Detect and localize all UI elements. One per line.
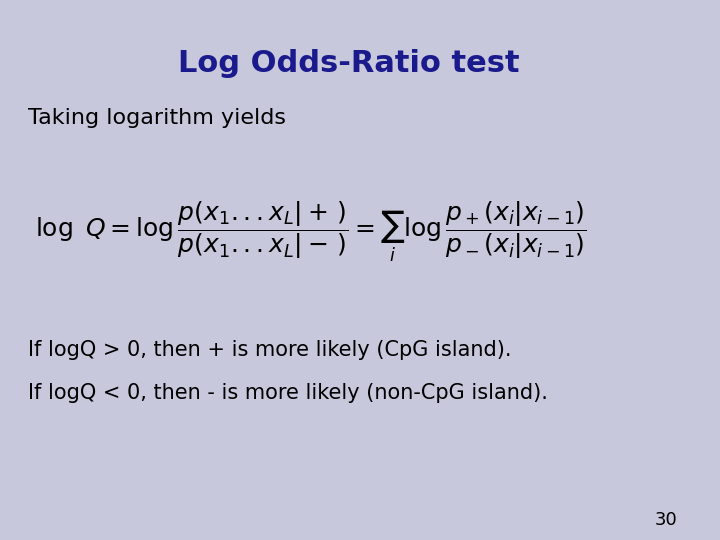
Text: Log Odds-Ratio test: Log Odds-Ratio test (179, 49, 520, 78)
Text: If logQ < 0, then - is more likely (non-CpG island).: If logQ < 0, then - is more likely (non-… (28, 383, 548, 403)
Text: 30: 30 (654, 511, 678, 529)
Text: $\mathbf{\log}\ Q = \mathbf{\log}\dfrac{p(x_1...x_L|+\,)}{p(x_1...x_L|-\,)} = \s: $\mathbf{\log}\ Q = \mathbf{\log}\dfrac{… (35, 200, 587, 265)
Text: If logQ > 0, then + is more likely (CpG island).: If logQ > 0, then + is more likely (CpG … (28, 340, 511, 360)
Text: Taking logarithm yields: Taking logarithm yields (28, 108, 286, 128)
